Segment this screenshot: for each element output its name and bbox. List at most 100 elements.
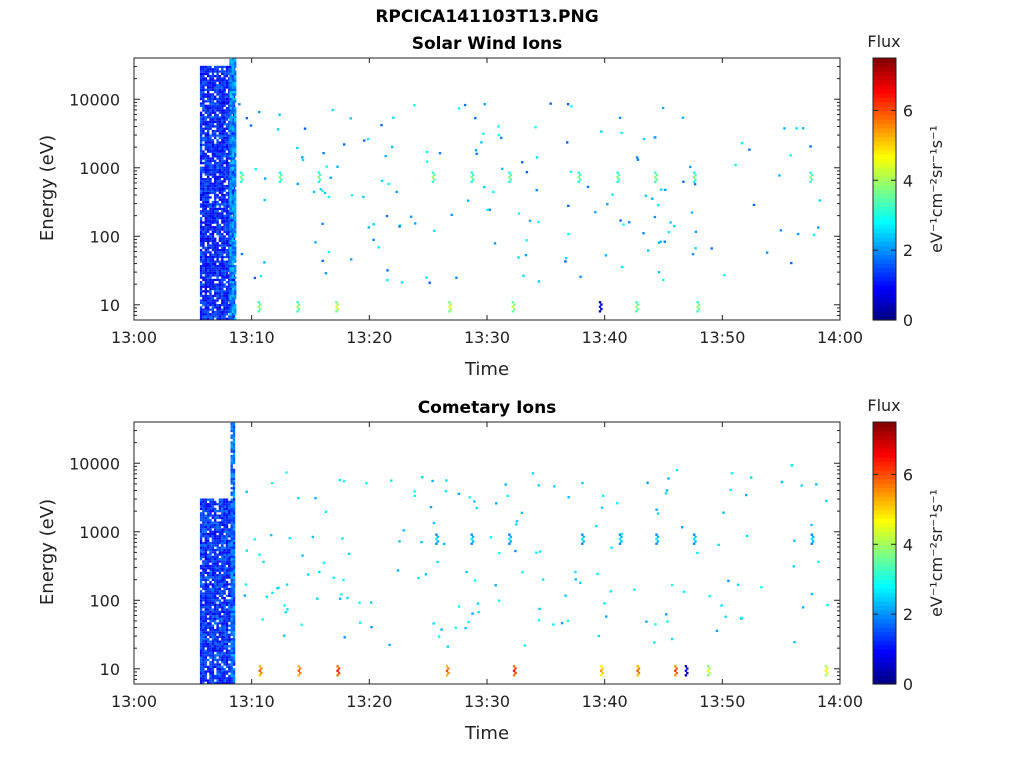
heatmap-cell-207 — [204, 539, 207, 542]
heatmap-cell-1193 — [232, 617, 236, 620]
heatmap-cell-1834 — [257, 301, 260, 304]
heatmap-cell-491 — [211, 313, 215, 316]
heatmap-cell-584 — [218, 658, 222, 662]
heatmap-cell-94 — [202, 638, 205, 641]
heatmap-cell-1446 — [306, 573, 310, 576]
heatmap-cell-827 — [218, 166, 222, 169]
heatmap-cell-559 — [211, 129, 215, 133]
colorbar-segment — [873, 631, 896, 637]
heatmap-cell-200 — [204, 555, 207, 559]
heatmap-cell-1548 — [229, 111, 232, 114]
heatmap-cell-1844 — [335, 301, 338, 304]
heatmap-cell-1891 — [363, 139, 366, 142]
heatmap-cell-1939 — [483, 103, 486, 106]
heatmap-cell-497 — [211, 299, 215, 302]
heatmap-cell-1713 — [234, 210, 237, 213]
heatmap-cell-875 — [228, 668, 231, 671]
heatmap-cell-653 — [214, 132, 217, 135]
heatmap-cell-941 — [221, 139, 224, 142]
heatmap-cell-1233 — [232, 516, 236, 520]
heatmap-cell-1266 — [232, 432, 236, 435]
heatmap-cell-1835 — [296, 310, 299, 313]
heatmap-cell-689 — [221, 574, 224, 577]
solar-wind-heatmap-cells — [199, 58, 821, 320]
x-tick-label: 14:00 — [817, 692, 863, 711]
heatmap-cell-1208 — [228, 212, 231, 215]
heatmap-cell-722 — [223, 679, 226, 682]
heatmap-cell-739 — [216, 150, 219, 153]
heatmap-cell-1823 — [694, 173, 697, 177]
heatmap-cell-1350 — [620, 535, 623, 538]
heatmap-cell-586 — [214, 310, 217, 314]
heatmap-cell-313 — [207, 262, 210, 265]
heatmap-cell-1113 — [230, 576, 233, 579]
heatmap-cell-783 — [223, 528, 226, 531]
heatmap-cell-1490 — [342, 578, 345, 582]
heatmap-cell-1927 — [647, 249, 650, 252]
heatmap-cell-222 — [204, 503, 207, 506]
heatmap-cell-907 — [221, 221, 224, 224]
heatmap-cell-144 — [202, 507, 205, 510]
heatmap-cell-945 — [221, 129, 224, 133]
heatmap-cell-274 — [207, 539, 210, 542]
heatmap-cell-409 — [211, 571, 215, 575]
heatmap-cell-337 — [209, 567, 212, 570]
heatmap-cell-355 — [209, 519, 212, 522]
heatmap-cell-1089 — [225, 269, 229, 272]
heatmap-cell-25 — [199, 251, 203, 254]
heatmap-cell-1342 — [581, 542, 584, 545]
heatmap-cell-932 — [228, 507, 231, 510]
heatmap-cell-1094 — [225, 255, 229, 259]
heatmap-cell-919 — [221, 191, 224, 195]
heatmap-cell-299 — [207, 299, 210, 302]
heatmap-cell-502 — [214, 514, 217, 517]
heatmap-cell-611 — [218, 587, 222, 591]
colorbar-segment — [873, 614, 896, 620]
heatmap-cell-101 — [202, 313, 205, 316]
heatmap-cell-753 — [216, 113, 219, 117]
heatmap-cell-690 — [216, 285, 219, 288]
heatmap-cell-510 — [211, 262, 215, 265]
heatmap-cell-1579 — [231, 294, 235, 298]
heatmap-cell-295 — [209, 672, 212, 675]
heatmap-cell-1277 — [297, 674, 300, 677]
heatmap-cell-98 — [199, 65, 203, 69]
heatmap-cell-410 — [209, 274, 212, 277]
heatmap-cell-1130 — [230, 532, 233, 536]
heatmap-cell-1133 — [225, 152, 229, 156]
heatmap-cell-1030 — [223, 168, 226, 172]
heatmap-cell-671 — [221, 622, 224, 625]
heatmap-cell-816 — [218, 191, 222, 195]
heatmap-cell-1869 — [696, 301, 699, 304]
heatmap-cell-1866 — [697, 307, 701, 311]
heatmap-cell-235 — [204, 212, 207, 215]
heatmap-cell-788 — [223, 516, 226, 520]
heatmap-cell-1794 — [431, 171, 435, 174]
colorbar-segment — [873, 180, 896, 186]
heatmap-cell-861 — [218, 84, 222, 87]
heatmap-cell-1229 — [232, 526, 236, 529]
heatmap-cell-911 — [228, 562, 231, 565]
heatmap-cell-1851 — [513, 307, 516, 311]
heatmap-cell-1207 — [232, 583, 236, 586]
heatmap-cell-410 — [211, 569, 215, 572]
heatmap-cell-542 — [216, 592, 219, 595]
heatmap-cell-1583 — [231, 285, 235, 288]
heatmap-cell-684 — [216, 299, 219, 302]
heatmap-cell-1092 — [230, 626, 233, 629]
heatmap-cell-92 — [199, 79, 203, 82]
heatmap-cell-588 — [218, 649, 222, 652]
heatmap-cell-1791 — [433, 178, 436, 181]
heatmap-cell-1392 — [552, 623, 555, 626]
heatmap-cell-1974 — [362, 195, 365, 199]
heatmap-cell-1089 — [230, 633, 233, 636]
heatmap-cell-142 — [202, 198, 205, 201]
heatmap-cell-971 — [221, 68, 224, 71]
heatmap-cell-517 — [211, 244, 215, 247]
heatmap-cell-1520 — [229, 180, 232, 183]
heatmap-cell-270 — [204, 125, 207, 128]
heatmap-cell-681 — [216, 308, 219, 311]
heatmap-cell-364 — [207, 136, 210, 140]
heatmap-cell-479 — [209, 88, 212, 91]
heatmap-cell-34 — [199, 603, 203, 607]
